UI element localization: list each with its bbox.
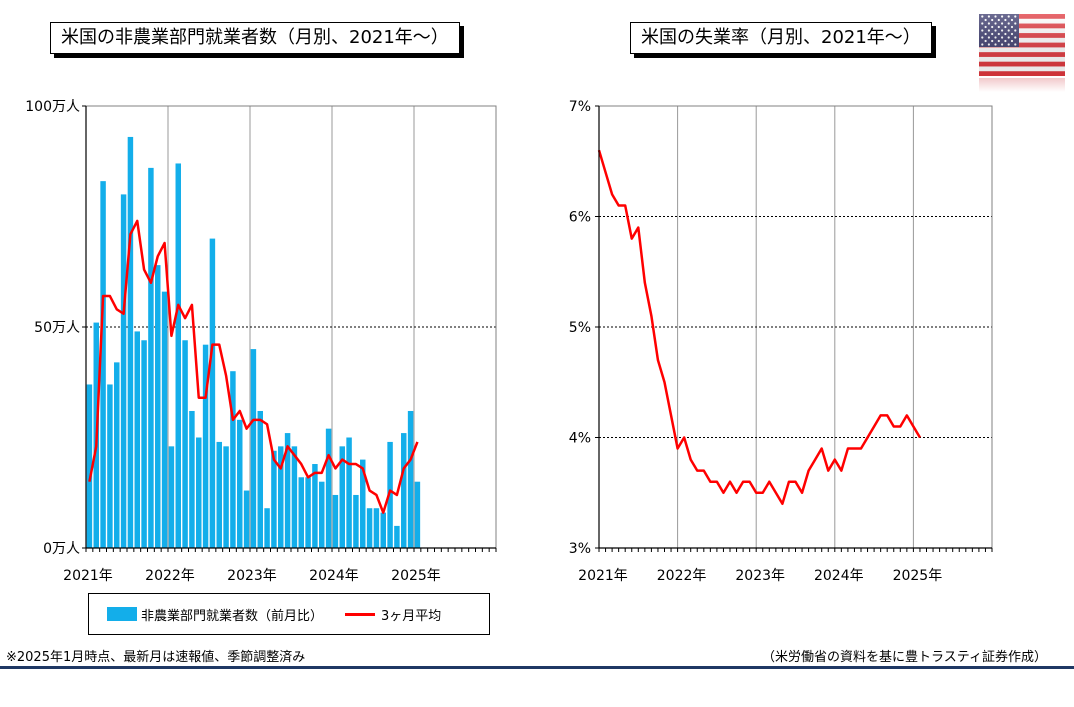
payroll-bar (243, 490, 250, 548)
unemployment-rate-line (597, 149, 922, 506)
payroll-bar (366, 508, 373, 548)
legend-bar-label: 非農業部門就業者数（前月比） (141, 608, 324, 624)
x-tick-label: 2021年 (578, 568, 628, 584)
payroll-bar (155, 265, 161, 548)
x-tick-label: 2022年 (145, 568, 195, 584)
x-tick-label: 2024年 (309, 568, 359, 584)
payroll-bar (250, 349, 257, 548)
payroll-bar (114, 362, 120, 548)
left-chart-title: 米国の非農業部門就業者数（月別、2021年～） (50, 22, 460, 54)
y-tick-label: 4% (569, 431, 591, 447)
payroll-bar (168, 446, 175, 548)
payroll-bar (134, 331, 140, 548)
payroll-bar (407, 410, 414, 548)
bottom-rule (0, 666, 1074, 669)
us-flag-icon (979, 14, 1065, 76)
footnote-right: （米労働省の資料を基に豊トラスティ証券作成） (762, 650, 1047, 665)
x-tick-label: 2023年 (735, 568, 785, 584)
payroll-bar (298, 477, 304, 548)
y-tick-label: 6% (569, 210, 591, 226)
y-tick-label: 3% (569, 541, 591, 557)
y-tick-label: 100万人 (25, 99, 80, 115)
payroll-bar (339, 446, 345, 548)
left-chart: 100万人 50万人 0万人 2021年 2022年 2023年 2024年 2025年 (25, 99, 497, 584)
payroll-bar (223, 446, 229, 548)
x-tick-label: 2022年 (657, 568, 707, 584)
payroll-bar (387, 441, 393, 548)
payroll-bar (202, 344, 209, 548)
payroll-bar (264, 508, 270, 548)
payroll-bar (380, 512, 386, 548)
payroll-bar (353, 494, 359, 548)
payroll-bar (196, 437, 202, 548)
y-tick-label: 7% (569, 99, 591, 115)
flag-reflection (979, 78, 1065, 92)
payroll-bar (189, 410, 195, 548)
payroll-bar (120, 194, 127, 548)
payroll-bar (141, 340, 147, 548)
payroll-bar (182, 340, 188, 548)
payroll-bar (319, 481, 325, 548)
left-chart-legend: 非農業部門就業者数（前月比） 3ヶ月平均 (88, 593, 490, 635)
payroll-bar (325, 428, 332, 548)
y-tick-label: 50万人 (34, 320, 80, 336)
payroll-bar (271, 450, 277, 548)
payroll-bar (360, 459, 366, 548)
x-tick-label: 2023年 (227, 568, 277, 584)
payroll-bar (230, 371, 236, 548)
payroll-bar (175, 163, 181, 548)
payroll-bar (346, 437, 352, 548)
legend-line-swatch (345, 612, 376, 616)
payroll-bar (107, 384, 113, 548)
x-tick-label: 2024年 (814, 568, 864, 584)
payroll-bar (237, 419, 243, 548)
x-tick-label: 2021年 (63, 568, 113, 584)
payroll-bar (414, 481, 421, 548)
payroll-bar (291, 446, 298, 548)
x-tick-label: 2025年 (893, 568, 943, 584)
payroll-bar (394, 525, 400, 548)
y-tick-label: 5% (569, 320, 591, 336)
payroll-bar (312, 464, 318, 548)
payroll-bar (209, 238, 216, 548)
payroll-bar (373, 508, 380, 548)
payroll-bar (127, 136, 134, 548)
three-month-average-line (88, 219, 419, 514)
payroll-bar (305, 477, 311, 548)
payroll-bar (278, 446, 284, 548)
payroll-bar (401, 433, 407, 548)
payroll-bar (284, 433, 291, 548)
payroll-bar (148, 167, 154, 548)
payroll-bar (257, 410, 263, 548)
footnote-left: ※2025年1月時点、最新月は速報値、季節調整済み (6, 650, 306, 665)
y-tick-label: 0万人 (43, 541, 80, 557)
x-tick-label: 2025年 (391, 568, 441, 584)
legend-line-label: 3ヶ月平均 (381, 608, 442, 624)
payroll-bar (100, 181, 106, 548)
right-chart-title: 米国の失業率（月別、2021年～） (630, 22, 932, 54)
legend-bar-swatch (107, 607, 137, 621)
payroll-bar (161, 291, 168, 548)
payroll-bar (216, 441, 222, 548)
right-chart: 7% 6% 5% 4% 3% 2021年 2022年 2023年 2024年 2025年 (569, 99, 993, 584)
payroll-bar (332, 494, 339, 548)
payroll-bar (86, 384, 93, 548)
